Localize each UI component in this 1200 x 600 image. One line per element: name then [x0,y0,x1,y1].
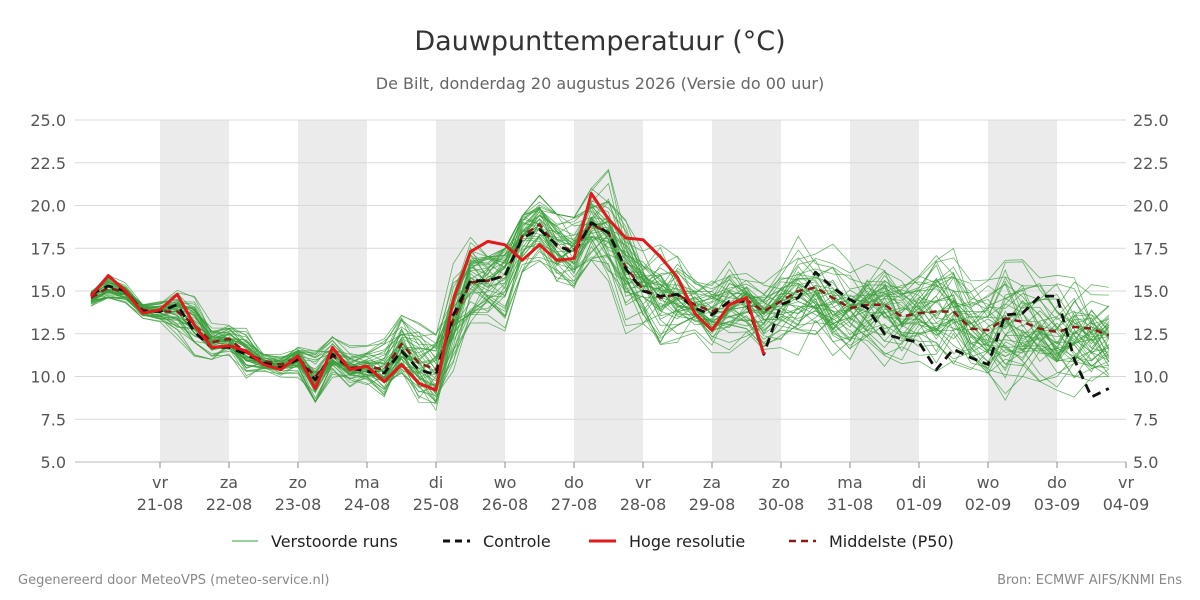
x-tick-date: 29-08 [689,495,736,514]
hires-line [89,192,766,392]
legend-item-hires: Hoge resolutie [589,532,745,551]
x-tick-day: wo [494,473,517,492]
x-tick-day: zo [772,473,790,492]
x-tick-date: 02-09 [965,495,1012,514]
x-tick-day: ma [354,473,379,492]
x-tick-day: zo [289,473,307,492]
p50-line [90,223,1110,378]
x-tick-date: 03-09 [1034,495,1081,514]
x-tick-day: za [703,473,721,492]
x-tick-date: 23-08 [275,495,322,514]
x-tick-day: vr [152,473,168,492]
x-tick-day: di [912,473,927,492]
main-series-lines [89,192,1110,399]
x-tick-day: ma [837,473,862,492]
perturbed-run-line [90,220,1109,391]
y-tick-label: 17.5 [1133,239,1169,258]
legend-label-control: Controle [483,532,551,551]
y-axis-right: 5.0 7.5 10.0 12.5 15.0 17.5 20.0 22.5 25.0 [1133,111,1169,472]
perturbed-run-line [90,215,1110,384]
y-tick-label: 17.5 [30,239,66,258]
y-tick-label: 20.0 [1133,197,1169,216]
control-line [90,221,1110,399]
x-tick-date: 01-09 [896,495,943,514]
legend-item-control: Controle [443,532,551,551]
legend-item-perturbed: Verstoorde runs [232,532,398,551]
y-tick-label: 12.5 [30,325,66,344]
x-axis: vr 21-08 za 22-08 zo 23-08 ma 24-08 di 25-08 wo 26-… [137,462,1150,514]
x-tick-day: vr [1118,473,1134,492]
y-tick-label: 10.0 [1133,368,1169,387]
x-tick-date: 04-09 [1103,495,1150,514]
perturbed-run-line [90,215,1109,368]
x-tick-date: 28-08 [620,495,667,514]
y-tick-label: 20.0 [30,197,66,216]
footer-generator: Gegenereerd door MeteoVPS (meteo-service… [18,573,329,588]
y-tick-label: 25.0 [30,111,66,130]
x-tick-date: 24-08 [344,495,391,514]
y-tick-label: 7.5 [41,410,66,429]
legend: Verstoorde runs Controle Hoge resolutie … [232,532,954,551]
y-axis-left: 5.0 7.5 10.0 12.5 15.0 17.5 20.0 22.5 25.0 [30,111,66,472]
x-tick-date: 25-08 [413,495,460,514]
y-tick-label: 5.0 [41,453,66,472]
x-tick-date: 30-08 [758,495,805,514]
y-tick-label: 25.0 [1133,111,1169,130]
x-tick-date: 22-08 [206,495,253,514]
x-tick-day: wo [977,473,1000,492]
x-tick-date: 31-08 [827,495,874,514]
perturbed-run-line [90,220,1109,379]
chart-subtitle: De Bilt, donderdag 20 augustus 2026 (Ver… [376,74,824,93]
legend-item-p50: Middelste (P50) [789,532,954,551]
legend-label-p50: Middelste (P50) [829,532,954,551]
x-tick-day: do [1047,473,1067,492]
x-tick-day: do [564,473,584,492]
y-tick-label: 15.0 [1133,282,1169,301]
x-tick-day: za [220,473,238,492]
chart-title: Dauwpunttemperatuur (°C) [414,26,785,57]
perturbed-run-line [90,194,1109,372]
x-tick-day: di [429,473,444,492]
y-tick-label: 15.0 [30,282,66,301]
y-tick-label: 22.5 [1133,154,1169,173]
perturbed-run-line [90,182,1109,403]
x-tick-date: 27-08 [551,495,598,514]
legend-label-perturbed: Verstoorde runs [271,532,398,551]
y-tick-label: 10.0 [30,368,66,387]
x-tick-date: 26-08 [482,495,529,514]
grid-lines [75,119,1126,463]
y-tick-label: 12.5 [1133,325,1169,344]
perturbed-run-line [90,259,1110,403]
x-tick-date: 21-08 [137,495,184,514]
legend-label-hires: Hoge resolutie [629,532,745,551]
x-tick-day: vr [635,473,651,492]
y-tick-label: 22.5 [30,154,66,173]
footer-source: Bron: ECMWF AIFS/KNMI Ens [997,573,1182,588]
y-tick-label: 5.0 [1133,453,1158,472]
y-tick-label: 7.5 [1133,410,1158,429]
